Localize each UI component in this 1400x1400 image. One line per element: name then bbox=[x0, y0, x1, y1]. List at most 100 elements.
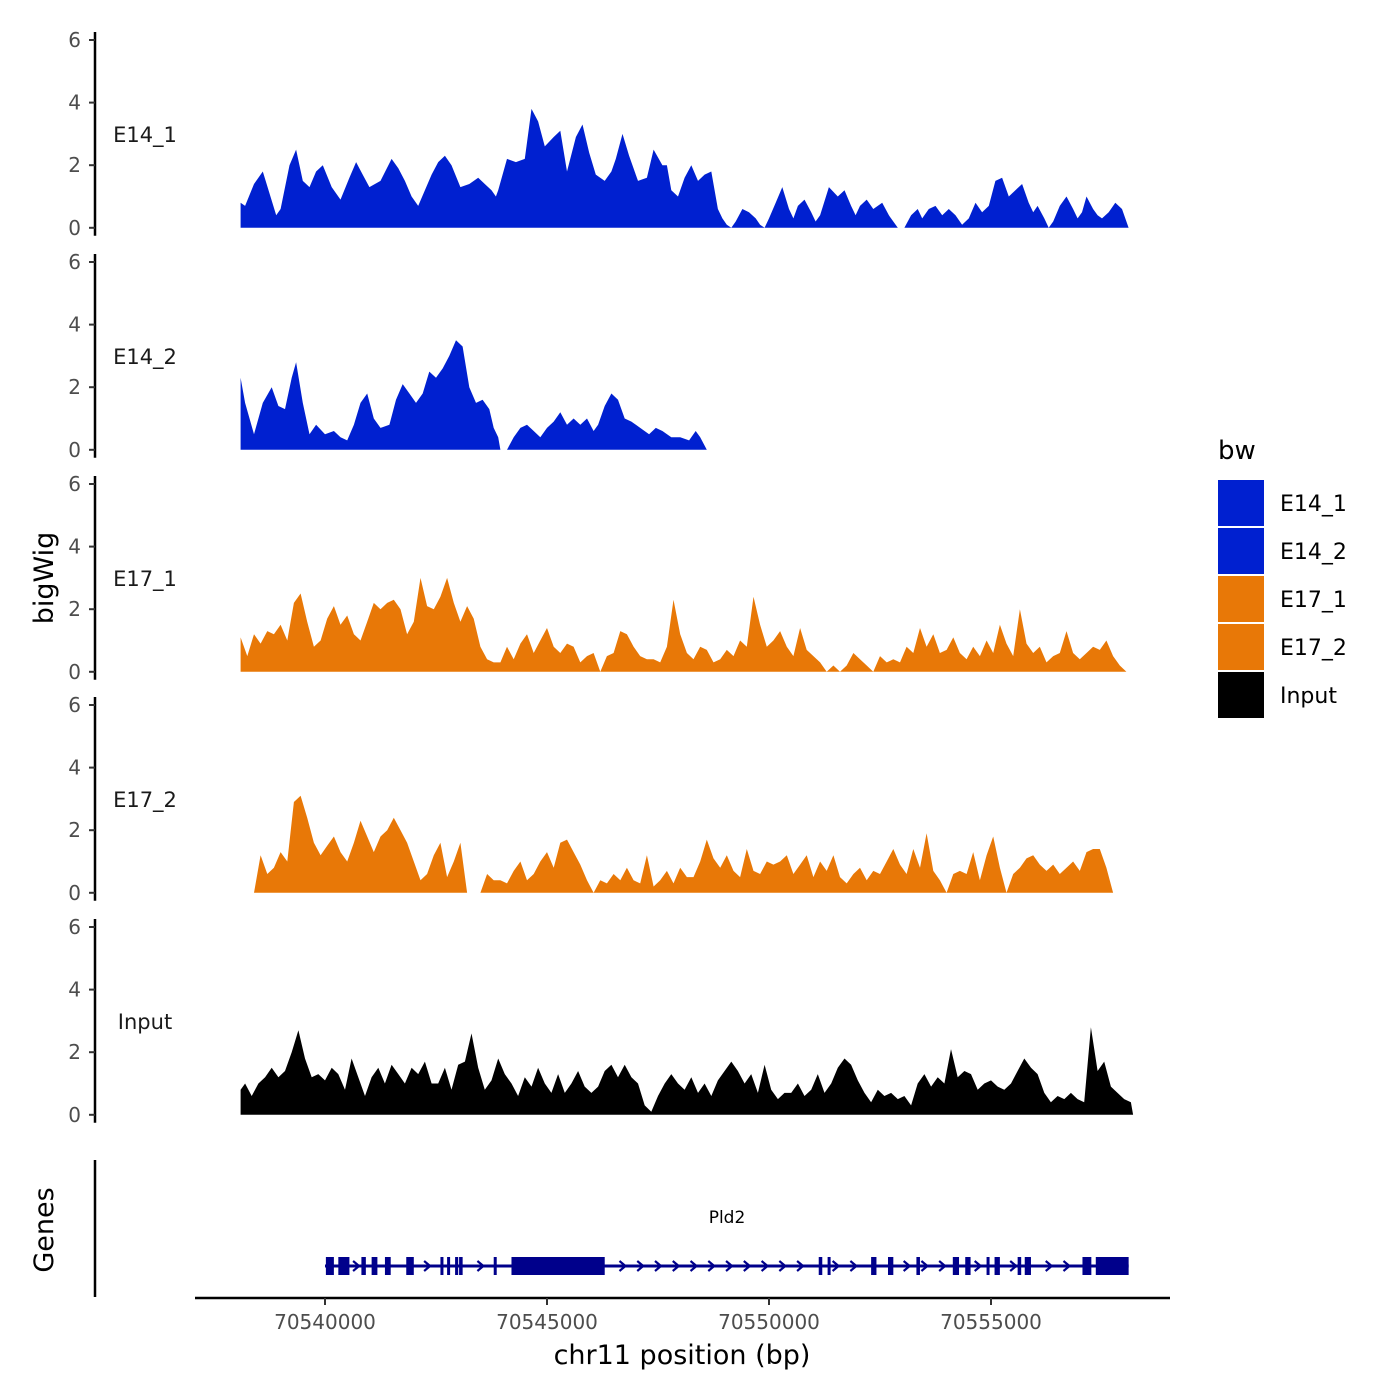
strand-arrow bbox=[707, 1260, 716, 1272]
y-tick-label-e14-1-4: 4 bbox=[68, 91, 81, 115]
strand-arrow bbox=[672, 1260, 681, 1272]
y-tick-label-e14-2-2: 2 bbox=[68, 375, 81, 399]
legend-key-e17-1 bbox=[1218, 576, 1264, 622]
legend-label-e14-2: E14_2 bbox=[1280, 540, 1347, 565]
strand-arrow bbox=[743, 1260, 752, 1272]
y-tick-label-input-6: 6 bbox=[68, 915, 81, 939]
y-tick-label-e17-2-4: 4 bbox=[68, 756, 81, 780]
area-e14-2 bbox=[240, 340, 1129, 450]
strand-arrow bbox=[352, 1260, 361, 1272]
track-e14-2: 0 2 4 6 E14_2 bbox=[68, 250, 1129, 462]
strand-arrow bbox=[796, 1260, 805, 1272]
exon-15 bbox=[871, 1257, 877, 1275]
y-tick-label-e17-1-4: 4 bbox=[68, 535, 81, 559]
area-e17-1 bbox=[240, 577, 1127, 672]
strand-arrow bbox=[902, 1260, 912, 1272]
y-tick-label-e14-2-6: 6 bbox=[68, 250, 81, 274]
track-label-e17-2: E17_2 bbox=[113, 788, 177, 813]
y-tick-label-e17-1-0: 0 bbox=[68, 660, 81, 684]
strand-arrow bbox=[618, 1260, 628, 1272]
y-tick-label-input-0: 0 bbox=[68, 1103, 81, 1127]
coverage-tracks: 0 2 4 6 E14_1 0 2 4 6 E14_2 0 2 4 6 E17_1 0 2 4 6 E17_2 0 2 4 6… bbox=[68, 28, 1134, 1127]
gene-track-title: Genes bbox=[29, 1187, 60, 1272]
strand-arrow bbox=[1009, 1260, 1018, 1272]
legend-key-input bbox=[1218, 672, 1264, 718]
exon-23 bbox=[1024, 1257, 1031, 1275]
y-tick-label-e14-1-6: 6 bbox=[68, 28, 81, 52]
track-input: 0 2 4 6 Input bbox=[68, 915, 1134, 1127]
y-tick-label-e14-1-0: 0 bbox=[68, 216, 81, 240]
area-input bbox=[240, 1027, 1134, 1115]
track-label-e17-1: E17_1 bbox=[113, 567, 177, 592]
strand-arrow bbox=[938, 1260, 947, 1272]
exon-11 bbox=[493, 1257, 497, 1275]
exon-9 bbox=[455, 1257, 459, 1275]
track-e14-1: 0 2 4 6 E14_1 bbox=[68, 28, 1129, 240]
legend-label-e17-1: E17_1 bbox=[1280, 588, 1347, 613]
strand-arrow bbox=[689, 1260, 699, 1272]
y-tick-label-e17-2-0: 0 bbox=[68, 881, 81, 905]
exon-14 bbox=[827, 1257, 831, 1275]
y-tick-label-e17-2-2: 2 bbox=[68, 818, 81, 842]
legend-key-e17-2 bbox=[1218, 624, 1264, 670]
exon-22 bbox=[1017, 1257, 1022, 1275]
x-axis-title: chr11 position (bp) bbox=[554, 1340, 811, 1371]
exon-2 bbox=[338, 1257, 350, 1275]
legend-label-e17-2: E17_2 bbox=[1280, 636, 1347, 661]
y-tick-label-e14-1-2: 2 bbox=[68, 153, 81, 177]
track-label-input: Input bbox=[118, 1010, 172, 1034]
x-axis: 70540000 70545000 70550000 70555000 bbox=[195, 1296, 1170, 1334]
y-tick-label-input-2: 2 bbox=[68, 1040, 81, 1064]
exon-5 bbox=[384, 1257, 391, 1275]
exon-3 bbox=[361, 1257, 366, 1275]
exon-17 bbox=[916, 1257, 920, 1275]
track-label-e14-2: E14_2 bbox=[113, 345, 177, 370]
strand-arrow bbox=[476, 1260, 486, 1272]
exon-7 bbox=[440, 1257, 444, 1275]
exon-21 bbox=[994, 1257, 1000, 1275]
strand-arrow bbox=[778, 1260, 788, 1272]
exon-4 bbox=[371, 1257, 378, 1275]
exon-20 bbox=[986, 1257, 990, 1275]
legend-key-e14-1 bbox=[1218, 480, 1264, 526]
strand-arrow bbox=[1062, 1260, 1072, 1272]
exon-13 bbox=[818, 1257, 823, 1275]
exon-24 bbox=[1082, 1257, 1092, 1275]
exon-10 bbox=[459, 1257, 463, 1275]
strand-arrow bbox=[849, 1260, 859, 1272]
track-label-e14-1: E14_1 bbox=[113, 123, 177, 148]
exon-16 bbox=[887, 1257, 894, 1275]
strand-arrow bbox=[1045, 1260, 1054, 1272]
y-tick-label-e14-2-0: 0 bbox=[68, 438, 81, 462]
y-tick-label-e17-1-2: 2 bbox=[68, 597, 81, 621]
gene-name-label: Pld2 bbox=[709, 1208, 746, 1228]
legend: bw E14_1 E14_2 E17_1 E17_2 Input bbox=[1218, 436, 1347, 718]
strand-arrow bbox=[423, 1260, 432, 1272]
strand-arrow bbox=[636, 1260, 645, 1272]
y-axis-title: bigWig bbox=[29, 532, 60, 625]
area-e14-1 bbox=[240, 108, 1129, 228]
area-e17-2 bbox=[254, 795, 1114, 893]
track-e17-1: 0 2 4 6 E17_1 bbox=[68, 472, 1127, 684]
y-tick-label-input-4: 4 bbox=[68, 978, 81, 1002]
strand-arrow bbox=[973, 1260, 983, 1272]
exon-8 bbox=[447, 1257, 451, 1275]
strand-arrow bbox=[654, 1260, 663, 1272]
y-tick-label-e17-2-6: 6 bbox=[68, 693, 81, 717]
legend-label-input: Input bbox=[1280, 684, 1337, 709]
exon-25 bbox=[1095, 1257, 1129, 1275]
exon-1 bbox=[325, 1257, 334, 1275]
strand-arrow bbox=[920, 1260, 930, 1272]
y-tick-label-e14-2-4: 4 bbox=[68, 313, 81, 337]
legend-title: bw bbox=[1218, 436, 1256, 466]
exon-19 bbox=[965, 1257, 971, 1275]
x-tick-label-70540000: 70540000 bbox=[274, 1310, 376, 1334]
y-tick-label-e17-1-6: 6 bbox=[68, 472, 81, 496]
exon-12 bbox=[511, 1257, 605, 1275]
exon-18 bbox=[952, 1257, 960, 1275]
strand-arrow bbox=[725, 1260, 734, 1272]
x-tick-label-70545000: 70545000 bbox=[496, 1310, 598, 1334]
x-tick-label-70550000: 70550000 bbox=[718, 1310, 820, 1334]
strand-arrow bbox=[831, 1260, 841, 1272]
